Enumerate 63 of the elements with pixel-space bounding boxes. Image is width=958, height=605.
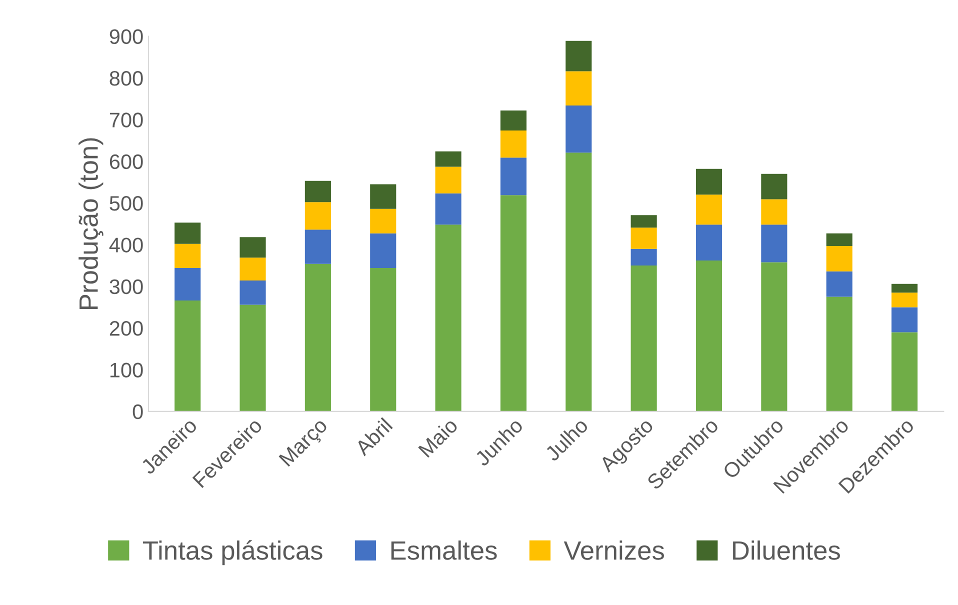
bar: [304, 264, 331, 412]
y-tick-label: 400: [109, 238, 143, 252]
bar: [304, 180, 331, 202]
y-tick-label: 0: [132, 404, 143, 420]
y-axis-title: Produção (ton): [78, 138, 104, 309]
bar: [240, 237, 266, 258]
bar: [761, 199, 788, 225]
bar: [566, 71, 592, 106]
bar: [696, 168, 722, 195]
bar: [696, 260, 722, 412]
y-tick-label: 600: [110, 154, 143, 170]
y-tick-label: 100: [110, 362, 143, 378]
bar: [696, 194, 722, 225]
y-tick-label: 800: [110, 70, 143, 86]
bar: [566, 152, 592, 412]
bar: [630, 248, 657, 266]
bar: [826, 296, 852, 412]
bar: [240, 304, 266, 412]
legend-label: Diluentes: [733, 540, 840, 560]
y-tick-label: 700: [110, 112, 143, 128]
legend-label: Vernizes: [564, 540, 664, 560]
bar: [370, 268, 396, 412]
bar: [240, 258, 266, 281]
bar: [500, 158, 527, 196]
bar: [435, 166, 462, 194]
bar: [891, 284, 918, 293]
bar: [304, 230, 331, 264]
bar: [826, 246, 852, 272]
bar: [500, 110, 527, 130]
bar: [630, 215, 657, 228]
bar: [435, 193, 462, 225]
legend-label: Tintas plásticas: [142, 540, 322, 566]
bar: [174, 268, 201, 301]
bar: [826, 233, 852, 246]
bar: [891, 307, 918, 332]
bar: [500, 130, 527, 158]
bar: [826, 271, 852, 297]
bar: [761, 224, 788, 262]
bar: [566, 40, 592, 72]
bar: [891, 292, 918, 308]
bar: [500, 195, 527, 412]
bar: [696, 224, 722, 261]
bar: [304, 202, 331, 230]
bar: [370, 233, 396, 268]
bar: [630, 266, 657, 412]
legend-label: Esmaltes: [391, 540, 497, 560]
bar: [370, 184, 396, 209]
bar: [435, 151, 462, 167]
bar: [174, 300, 201, 412]
bar: [630, 228, 657, 249]
bar: [240, 280, 266, 305]
bar: [435, 224, 462, 412]
bar: [891, 332, 918, 412]
y-tick-label: 500: [110, 196, 143, 211]
bar: [370, 208, 396, 234]
bar: [761, 262, 788, 412]
bar: [174, 222, 201, 244]
bar: [761, 174, 788, 200]
y-tick-label: 900: [110, 29, 143, 44]
bar: [174, 244, 201, 268]
y-tick-label: 200: [110, 321, 143, 336]
y-tick-label: 300: [110, 279, 143, 294]
bar: [566, 105, 592, 153]
